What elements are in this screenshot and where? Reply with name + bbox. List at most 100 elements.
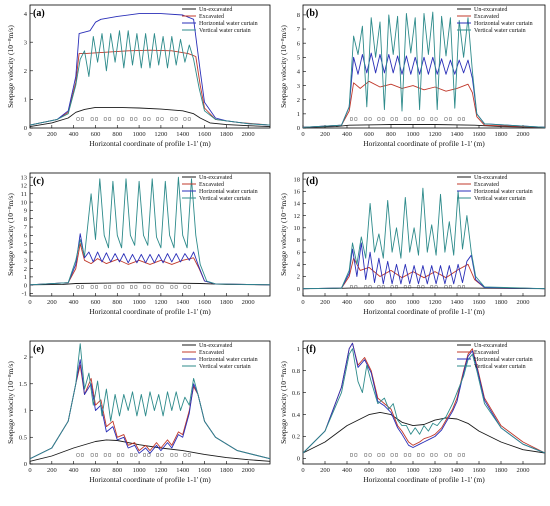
x-tick-label: 1200 — [429, 131, 442, 138]
chart-panel-3: 0 200 400 600 800 1000 1200 1400 1600 1800 2000 0 2 4… — [279, 172, 546, 316]
cavern-marker — [121, 117, 125, 121]
x-tick-label: 1600 — [198, 131, 211, 138]
plot-frame — [29, 340, 271, 465]
chart-panel-4: 0 200 400 600 800 1000 1200 1400 1600 1800 2000 0 0.… — [6, 340, 271, 484]
legend-entry: Excavated — [199, 350, 224, 356]
x-tick-label: 800 — [386, 467, 396, 474]
cavern-marker — [354, 453, 358, 457]
y-axis-label: Seepage velocity (10⁻⁸m/s) — [6, 25, 15, 108]
x-tick-label: 1400 — [451, 467, 464, 474]
y-tick-label: 0 — [297, 286, 300, 293]
cavern-marker — [381, 285, 385, 289]
x-tick-label: 1000 — [407, 299, 420, 306]
x-tick-label: 800 — [386, 299, 396, 306]
panel-label: (e) — [33, 344, 44, 355]
x-axis-label: Horizontal coordinate of profile 1-1' (m… — [89, 307, 211, 316]
x-tick-label: 400 — [342, 131, 352, 138]
x-tick-label: 600 — [364, 467, 374, 474]
x-tick-label: 1800 — [220, 131, 233, 138]
cavern-marker — [368, 117, 372, 121]
x-tick-label: 400 — [69, 131, 79, 138]
cavern-marker — [421, 453, 425, 457]
legend-entry: Un-excavated — [474, 343, 507, 349]
x-axis-label: Horizontal coordinate of profile 1-1' (m… — [363, 307, 485, 316]
cavern-marker — [95, 117, 98, 121]
x-tick-label: 1200 — [154, 467, 167, 474]
cavern-marker — [187, 285, 191, 289]
legend-entry: Vertical water curtain — [199, 28, 251, 34]
legend-entry: Excavated — [474, 182, 499, 188]
x-axis-label: Horizontal coordinate of profile 1-1' (m… — [89, 475, 211, 484]
legend-entry: Horizontal water curtain — [199, 21, 258, 27]
x-tick-label: 1600 — [198, 299, 211, 306]
legend-entry: Un-excavated — [199, 343, 232, 349]
cavern-marker — [90, 453, 94, 457]
cavern-marker — [90, 117, 94, 121]
cavern-marker — [381, 117, 385, 121]
cavern-marker — [457, 117, 461, 121]
cavern-marker — [130, 285, 133, 289]
x-tick-label: 1400 — [451, 299, 464, 306]
cavern-marker — [421, 117, 425, 121]
cavern-marker — [390, 453, 394, 457]
y-tick-label: 7 — [24, 224, 28, 231]
x-axis-label: Horizontal coordinate of profile 1-1' (m… — [89, 139, 211, 148]
cavern-marker — [147, 285, 151, 289]
y-tick-label: 2 — [297, 97, 300, 104]
cavern-marker — [462, 453, 465, 457]
x-tick-label: 0 — [28, 299, 31, 306]
cavern-marker — [417, 453, 420, 457]
legend-entry: Un-excavated — [199, 7, 232, 13]
cavern-marker — [364, 453, 368, 457]
y-tick-label: 3 — [24, 257, 27, 264]
cavern-marker — [457, 285, 461, 289]
x-tick-label: 1800 — [495, 467, 508, 474]
y-tick-label: 10 — [294, 225, 301, 232]
cavern-marker — [121, 285, 125, 289]
x-tick-label: 2000 — [242, 131, 255, 138]
y-tick-label: 1 — [297, 346, 300, 353]
x-tick-label: 2000 — [517, 467, 530, 474]
x-tick-label: 200 — [47, 299, 57, 306]
x-tick-label: 0 — [28, 467, 31, 474]
chart-panel-1: 0 200 400 600 800 1000 1200 1400 1600 1800 2000 0 1 2… — [279, 4, 546, 148]
panel-label: (f) — [306, 344, 316, 355]
cavern-marker — [390, 285, 394, 289]
y-tick-label: 2 — [24, 68, 27, 75]
series-line-1 — [303, 80, 545, 128]
cavern-marker — [354, 117, 358, 121]
series-line-0 — [303, 411, 545, 454]
y-tick-label: 7 — [297, 26, 301, 33]
x-tick-label: 2000 — [242, 299, 255, 306]
y-axis-label: Seepage velocity (10⁻⁸m/s) — [6, 361, 15, 444]
legend-entry: Horizontal water curtain — [199, 189, 258, 195]
y-tick-label: 9 — [24, 208, 27, 215]
y-tick-label: 4 — [297, 262, 301, 269]
y-axis-label: Seepage velocity (10⁻⁸m/s) — [279, 25, 288, 108]
y-tick-label: 16 — [294, 188, 301, 195]
cavern-marker — [160, 285, 164, 289]
cavern-marker — [76, 453, 80, 457]
x-tick-label: 1000 — [133, 131, 146, 138]
x-tick-label: 1200 — [154, 299, 167, 306]
y-tick-label: 4 — [24, 11, 28, 18]
series-line-0 — [30, 439, 270, 462]
x-tick-label: 400 — [342, 299, 352, 306]
cavern-marker — [403, 117, 407, 121]
legend-entry: Excavated — [474, 350, 499, 356]
cavern-marker — [76, 285, 80, 289]
x-tick-label: 1200 — [429, 299, 442, 306]
chart-panel-5: 0 200 400 600 800 1000 1200 1400 1600 1800 2000 0 0.… — [279, 340, 546, 484]
x-tick-label: 800 — [386, 131, 396, 138]
series-line-0 — [30, 106, 270, 128]
x-tick-label: 1400 — [451, 131, 464, 138]
x-tick-label: 200 — [320, 299, 330, 306]
plot-frame — [302, 172, 546, 297]
cavern-marker — [430, 285, 434, 289]
y-tick-label: 0 — [297, 125, 300, 132]
plot-frame — [302, 4, 546, 129]
x-tick-label: 1800 — [495, 299, 508, 306]
cavern-marker — [108, 117, 112, 121]
y-tick-label: 0 — [24, 282, 27, 289]
cavern-marker — [80, 285, 84, 289]
